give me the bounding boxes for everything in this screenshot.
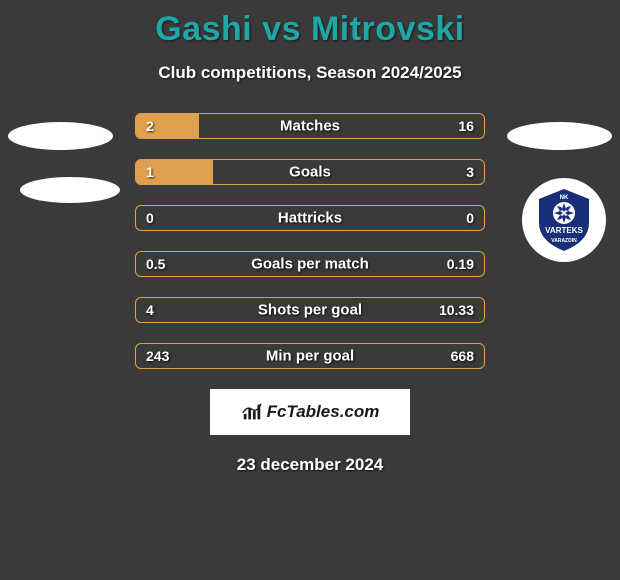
brand-box: FcTables.com xyxy=(210,389,410,435)
bar-right-value: 10.33 xyxy=(439,302,474,318)
chart-icon xyxy=(241,401,263,423)
brand-text: FcTables.com xyxy=(267,402,380,422)
right-club-badge: NK VARTEKS VARAZDIN xyxy=(522,178,606,262)
bar-label: Matches xyxy=(280,118,340,135)
bar-right-value: 3 xyxy=(466,164,474,180)
bar-left-value: 0.5 xyxy=(146,256,165,272)
bar-right-value: 16 xyxy=(458,118,474,134)
bar-goals: 1 Goals 3 xyxy=(135,159,485,185)
bar-left-value: 4 xyxy=(146,302,154,318)
comparison-bars: 2 Matches 16 1 Goals 3 0 Hattricks 0 0.5… xyxy=(135,113,485,369)
varteks-badge-icon: NK VARTEKS VARAZDIN xyxy=(529,185,599,255)
bar-label: Goals xyxy=(289,164,331,181)
right-badge-placeholder-1 xyxy=(507,122,612,150)
bar-matches: 2 Matches 16 xyxy=(135,113,485,139)
bar-left-value: 2 xyxy=(146,118,154,134)
left-badge-placeholder-2 xyxy=(20,177,120,203)
bar-label: Shots per goal xyxy=(258,302,362,319)
bar-left-value: 243 xyxy=(146,348,169,364)
page-title: Gashi vs Mitrovski xyxy=(0,0,620,49)
svg-text:VARTEKS: VARTEKS xyxy=(545,226,583,235)
bar-left-value: 1 xyxy=(146,164,154,180)
bar-label: Min per goal xyxy=(266,348,354,365)
bar-right-value: 668 xyxy=(451,348,474,364)
page-subtitle: Club competitions, Season 2024/2025 xyxy=(0,63,620,83)
bar-label: Goals per match xyxy=(251,256,369,273)
date-text: 23 december 2024 xyxy=(0,455,620,475)
bar-goals-per-match: 0.5 Goals per match 0.19 xyxy=(135,251,485,277)
bar-right-value: 0.19 xyxy=(447,256,474,272)
bar-label: Hattricks xyxy=(278,210,342,227)
bar-min-per-goal: 243 Min per goal 668 xyxy=(135,343,485,369)
bar-left-value: 0 xyxy=(146,210,154,226)
left-badge-placeholder-1 xyxy=(8,122,113,150)
svg-text:VARAZDIN: VARAZDIN xyxy=(551,238,577,244)
svg-text:NK: NK xyxy=(560,195,569,201)
bar-shots-per-goal: 4 Shots per goal 10.33 xyxy=(135,297,485,323)
bar-right-value: 0 xyxy=(466,210,474,226)
bar-hattricks: 0 Hattricks 0 xyxy=(135,205,485,231)
